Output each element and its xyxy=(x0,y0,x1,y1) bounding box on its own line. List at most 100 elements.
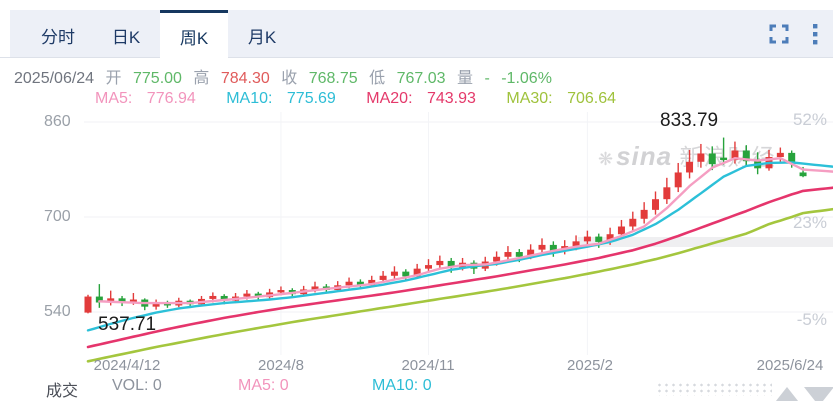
high-annotation: 833.79 xyxy=(660,110,719,131)
volume-value: - xyxy=(484,70,490,87)
candle-up xyxy=(663,187,671,200)
y-tick-540: 540 xyxy=(44,303,71,320)
candle-down xyxy=(220,295,228,301)
toolbar-icons xyxy=(767,10,833,57)
y-tick-52pct: 52% xyxy=(792,110,827,129)
candle-down xyxy=(118,298,126,302)
triangle-down-icon xyxy=(804,387,833,401)
ma5-label: MA5: xyxy=(95,90,133,107)
ma30-line xyxy=(86,207,833,363)
tab-monthly-k[interactable]: 月K xyxy=(247,27,277,47)
open-value: 775.00 xyxy=(133,70,182,87)
vol-ma5-label: MA5: xyxy=(238,377,276,394)
candle-up xyxy=(243,293,251,297)
candle-down xyxy=(742,150,750,162)
fullscreen-icon[interactable] xyxy=(767,22,791,46)
open-label: 开 xyxy=(105,70,122,87)
candle-up xyxy=(493,256,501,262)
tabbar-divider xyxy=(0,57,833,58)
vol-label: VOL: xyxy=(112,377,149,394)
candle-down xyxy=(549,244,557,252)
candle-up xyxy=(538,244,546,250)
y-tick-23pct: 23% xyxy=(792,213,827,232)
tab-minute[interactable]: 分时 xyxy=(41,27,75,47)
candle-up xyxy=(686,161,694,173)
y-tick-860: 860 xyxy=(44,113,71,130)
ma10-line xyxy=(86,161,833,332)
candle-down xyxy=(356,281,364,286)
candle-up xyxy=(504,252,512,257)
y-tick-neg5pct: -5% xyxy=(796,310,827,329)
candle-up xyxy=(527,249,535,257)
x-tick-2025-2: 2025/2 xyxy=(567,357,613,374)
vol-ma10-legend: MA10: 0 xyxy=(372,377,432,395)
ma20-value: 743.93 xyxy=(426,90,476,107)
tab-weekly-k[interactable]: 周K xyxy=(160,10,228,59)
ma-legend-row: MA5: 776.94 MA10: 775.69 MA20: 743.93 MA… xyxy=(95,90,626,108)
candle-up xyxy=(390,271,398,276)
candle-down xyxy=(447,260,455,268)
ma10-label: MA10: xyxy=(226,90,273,107)
candle-up xyxy=(129,299,137,302)
triangle-up-icon xyxy=(772,387,802,401)
candle-down xyxy=(595,236,603,242)
candle-up xyxy=(640,209,648,219)
close-value: 768.75 xyxy=(308,70,358,87)
x-tick-2024-11: 2024/11 xyxy=(401,357,455,374)
volume-label: 量 xyxy=(456,70,473,87)
candle-up xyxy=(606,234,614,242)
candle-up xyxy=(209,295,217,299)
candle-down xyxy=(708,153,716,165)
ma10-value: 775.69 xyxy=(286,90,336,107)
candle-up xyxy=(379,275,387,280)
x-tick-2025-6-24: 2025/6/24 xyxy=(756,357,824,374)
candle-up xyxy=(629,218,637,227)
ma30-value: 706.64 xyxy=(567,90,617,107)
vol-ma5-value: 0 xyxy=(279,377,289,394)
candle-up xyxy=(617,226,625,235)
candle-up xyxy=(107,298,115,303)
low-annotation: 537.71 xyxy=(98,314,157,335)
candle-down xyxy=(720,157,728,160)
ma5-value: 776.94 xyxy=(146,90,196,107)
sina-watermark: ❋sina 新浪财经 xyxy=(598,138,776,172)
candle-up xyxy=(368,279,376,286)
ma30-label: MA30: xyxy=(506,90,553,107)
candle-down xyxy=(254,293,262,298)
change-percent: -1.06% xyxy=(501,70,552,87)
high-label: 高 xyxy=(193,70,210,87)
ma20-line xyxy=(86,186,833,349)
halftone-watermark xyxy=(656,382,772,396)
candle-up xyxy=(731,150,739,160)
x-tick-2024-4-12: 2024/4/12 xyxy=(93,357,161,374)
close-label: 收 xyxy=(281,70,298,87)
candle-up xyxy=(652,199,659,210)
vol-value: 0 xyxy=(152,377,162,394)
candle-up xyxy=(776,152,784,158)
high-value: 784.30 xyxy=(220,70,270,87)
tab-daily-k[interactable]: 日K xyxy=(111,27,141,47)
ma5-line xyxy=(98,157,833,305)
candle-up xyxy=(674,172,682,188)
y-tick-700: 700 xyxy=(44,208,71,225)
candle-up xyxy=(152,302,160,307)
candle-up xyxy=(436,260,444,266)
candle-up xyxy=(311,286,319,290)
candle-up xyxy=(84,296,92,313)
candle-down xyxy=(402,271,410,277)
kebab-menu-icon[interactable] xyxy=(811,22,819,46)
quote-row: 2025/06/24 开 775.00 高 784.30 收 768.75 低 … xyxy=(14,64,559,88)
candle-up xyxy=(583,236,591,242)
candle-down xyxy=(515,252,523,257)
candle-down xyxy=(799,172,807,177)
quote-date: 2025/06/24 xyxy=(14,70,95,87)
candle-up xyxy=(345,281,353,286)
highlight-band xyxy=(578,237,833,247)
candle-up xyxy=(277,290,285,293)
candle-up xyxy=(572,241,580,247)
vol-ma10-label: MA10: xyxy=(372,377,419,394)
candle-up xyxy=(697,153,705,162)
candle-down xyxy=(95,296,103,303)
